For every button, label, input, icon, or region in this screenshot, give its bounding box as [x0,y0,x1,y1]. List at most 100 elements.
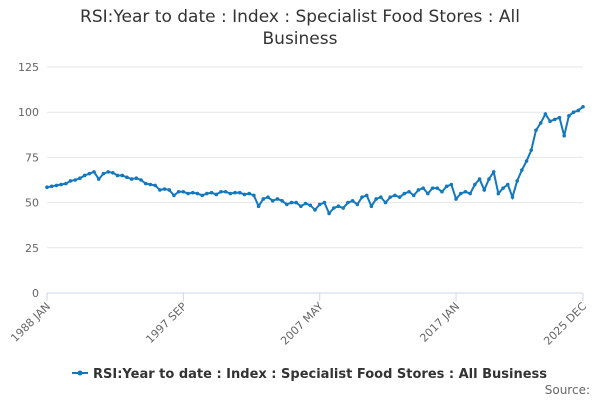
point [534,128,538,133]
point [463,189,468,194]
point [96,177,101,181]
point [252,193,256,198]
point [421,186,425,190]
y-tick-label: 75 [25,151,39,164]
point [167,188,172,192]
point [148,182,153,187]
point [266,195,270,199]
point [237,190,242,195]
point [289,200,294,205]
point [336,204,341,209]
x-tick-label: 1988 JAN [8,300,53,345]
point [115,173,120,178]
point [176,189,181,194]
point [543,112,548,116]
point [186,191,190,196]
point [520,168,524,172]
point [388,195,393,199]
point [317,202,322,207]
point [416,188,421,192]
point [45,185,49,190]
point [200,193,204,198]
point [548,119,552,124]
point [68,179,73,183]
point [379,195,383,199]
point [143,181,148,186]
point [275,197,280,201]
point [552,117,557,122]
point [64,181,68,186]
point [581,104,585,109]
point [393,193,397,198]
point [214,192,219,197]
point [120,173,125,178]
point [129,177,134,181]
point [491,170,496,174]
point [473,182,477,187]
point [101,171,106,176]
point [313,208,317,212]
point [515,179,519,183]
point [505,182,510,187]
point [430,186,435,190]
point [322,200,327,205]
point [402,191,407,196]
point [125,175,129,180]
point [576,108,581,113]
point [571,110,576,114]
point [350,198,355,203]
chart-title: RSI:Year to date : Index : Specialist Fo… [80,7,520,49]
point [562,133,566,138]
point [369,204,374,209]
point [426,191,430,196]
x-tick-label: 2017 JAN [417,300,462,345]
point [294,200,298,205]
point [496,191,501,196]
point [228,191,233,196]
x-tick-label: 2025 DEC [541,300,589,348]
point [303,201,308,206]
point [468,191,472,196]
point [332,206,336,210]
point [364,193,369,198]
legend-label: RSI:Year to date : Index : Specialist Fo… [93,367,547,382]
legend-marker [77,370,83,376]
point [529,148,534,152]
point [92,170,96,174]
point [205,191,209,196]
y-tick-label: 100 [18,106,39,119]
point [78,176,82,180]
point [482,188,487,192]
point [247,191,251,196]
point [59,182,63,187]
point [181,189,186,194]
point [346,200,350,205]
point [341,206,346,210]
point [327,211,331,216]
y-tick-label: 125 [18,61,39,74]
x-tick-label: 1997 SEP [143,300,189,346]
point [134,176,139,180]
point [487,177,491,181]
point [153,183,157,188]
point [411,193,416,198]
point [458,191,463,196]
point [397,195,402,199]
point [524,159,529,163]
y-tick-label: 50 [25,197,39,210]
series-line [46,105,584,216]
point [158,188,162,192]
point [209,190,214,195]
point [73,178,78,182]
source: Source: [545,383,590,397]
point [374,197,378,201]
point [261,197,266,201]
point [567,114,571,118]
point [444,184,449,189]
point [280,198,284,203]
x-tick-label: 2007 MAY [278,300,326,348]
point [477,177,482,181]
point [54,183,59,188]
point [242,192,247,197]
point [106,170,110,174]
